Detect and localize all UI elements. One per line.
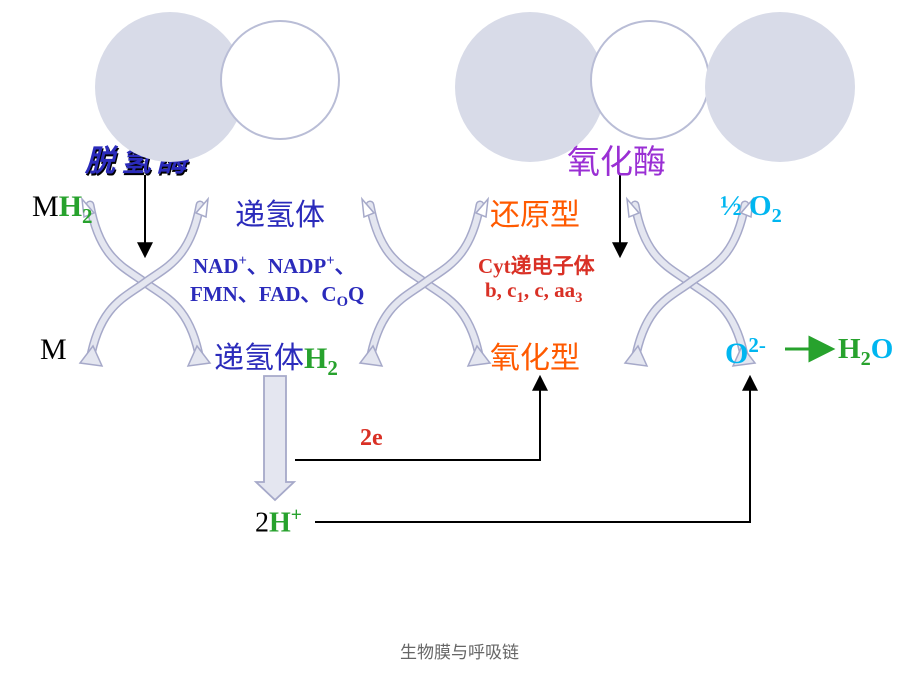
decorative-circle [455, 12, 605, 162]
footer-caption: 生物膜与呼吸链 [400, 638, 519, 663]
oxidase-label: 氧化酶 [567, 135, 666, 183]
cyt-line2: b, c1, c, aa3 [485, 278, 583, 307]
substrate-mh2-label: MH2 [32, 190, 93, 229]
h2o-label: H2O [838, 333, 893, 371]
decorative-circle [590, 20, 710, 140]
half-o2-label: ½ O2 [720, 190, 782, 228]
o2minus-label: O2- [725, 333, 766, 371]
electrons-2e-label: 2e [360, 425, 383, 452]
cyt-line1: Cyt递电子体 [478, 250, 595, 280]
decorative-circle [220, 20, 340, 140]
h-carrier-reduced-label: 递氢体H2 [214, 333, 338, 381]
substrate-m-label: M [40, 333, 67, 367]
h-carrier-title: 递氢体 [235, 190, 325, 234]
cyt-oxidized-label: 氧化型 [490, 333, 580, 377]
protons-2h-label: 2H+ [255, 505, 302, 539]
h-carrier-line2: FMN、FAD、COQ [190, 278, 364, 311]
decorative-circle [705, 12, 855, 162]
h-carrier-line1: NAD+、NADP+、 [193, 250, 356, 280]
cyt-reduced-label: 还原型 [490, 190, 580, 234]
